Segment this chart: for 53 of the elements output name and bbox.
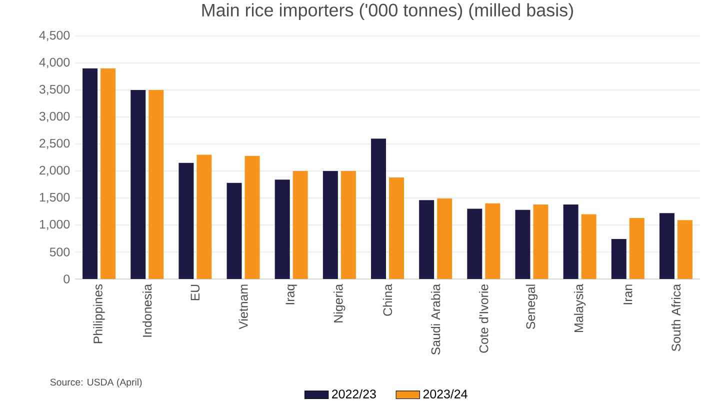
x-tick-label: Cote d'Ivorie — [479, 284, 488, 353]
bar — [244, 156, 260, 280]
chart-title: Main rice importers ('000 tonnes) (milled basis) — [202, 3, 573, 20]
y-tick-label: 3,000 — [39, 112, 70, 122]
bar — [371, 138, 386, 280]
bar — [340, 171, 356, 280]
bar — [100, 68, 116, 280]
y-tick-label: 2,000 — [40, 166, 70, 176]
x-tick-label: Saudi Arabia — [431, 284, 440, 355]
bar — [677, 220, 692, 280]
bar — [130, 90, 146, 280]
y-tick-label: 2,500 — [40, 138, 70, 150]
x-tick-label: Philippines — [93, 284, 105, 344]
bar — [196, 154, 212, 280]
x-tick-label: EU — [190, 284, 200, 300]
legend-label: 2022/23 — [332, 389, 376, 398]
bar — [292, 171, 308, 280]
bar — [533, 204, 548, 280]
y-tick-label: 0 — [64, 274, 70, 284]
y-tick-label: 500 — [50, 248, 70, 256]
bar — [389, 177, 404, 280]
bar — [659, 213, 674, 280]
bar — [485, 203, 500, 280]
bar — [437, 198, 452, 280]
x-tick-label: Vietnam — [238, 284, 248, 330]
source-note: Source: USDA (April) — [50, 378, 142, 388]
bar — [467, 208, 482, 280]
bar — [226, 182, 242, 280]
x-tick-label: Malaysia — [574, 284, 586, 332]
bar — [563, 204, 578, 280]
x-tick-label: China — [382, 284, 392, 316]
x-tick-label: Iraq — [286, 284, 297, 304]
bar — [274, 180, 290, 280]
legend-label: 2023/24 — [423, 389, 468, 398]
x-tick-label: Indonesia — [142, 284, 152, 337]
bar — [581, 214, 596, 280]
bar — [82, 68, 98, 280]
bar — [611, 239, 626, 280]
bar — [515, 210, 530, 280]
y-tick-label: 3,500 — [39, 84, 70, 96]
y-tick-label: 1,500 — [40, 192, 70, 204]
y-tick-label: 4,500 — [39, 30, 70, 42]
bar — [629, 218, 644, 280]
x-tick-label: Iran — [624, 284, 632, 304]
bar — [322, 171, 338, 280]
x-tick-label: South Africa — [671, 284, 681, 352]
bar — [419, 200, 434, 280]
y-tick-label: 1,000 — [40, 220, 70, 230]
x-tick-label: Nigeria — [334, 284, 346, 322]
y-tick-label: 4,000 — [39, 58, 70, 68]
x-tick-label: Senegal — [526, 284, 538, 330]
bar — [148, 90, 164, 280]
bar — [178, 162, 194, 280]
